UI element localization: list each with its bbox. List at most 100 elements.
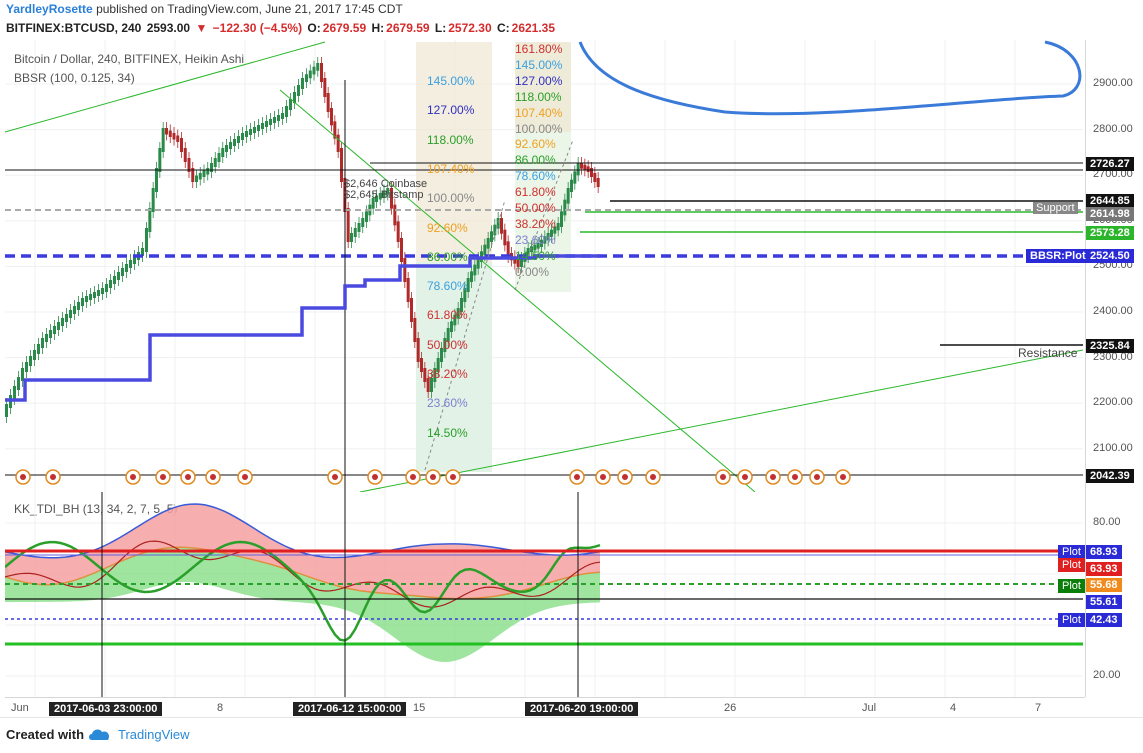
open-label: O: [307,21,321,35]
coinbase-note: $2,646 Coinbase [344,178,428,190]
close-label: C: [496,21,510,35]
fib-level-label: 86.00% [515,153,556,168]
price-axis-tick: 2200.00 [1093,396,1133,409]
fib-level-label: 61.80% [427,308,468,323]
fib-level-label: 127.00% [427,103,475,118]
open-value: 2679.59 [322,21,367,35]
oscillator-rsi-line [5,540,601,642]
fib-level-label: 86.00% [427,249,468,264]
fib-level-label: 78.60% [427,279,468,294]
fib-level-label: 107.40% [427,161,475,176]
oscillator-axis-tick: 20.00 [1093,669,1121,681]
bbsr-step-line [5,254,600,402]
down-arrow-icon: ▼ [195,21,208,35]
price-tag-2614: 2614.98 [1086,207,1134,221]
fib-level-label: 38.20% [427,367,468,381]
time-label-7: 7 [1035,702,1042,714]
fib-zone-left-lower [416,262,492,472]
price-axis-tick: 2900.00 [1093,77,1133,89]
fib-level-label: 145.00% [427,74,475,88]
price-tag-2325: 2325.84 [1086,339,1134,353]
fib-level-label: 92.60% [427,220,468,235]
footer [0,717,1143,753]
osc-plot-label-2: Plot [1058,558,1085,572]
event-markers [15,469,851,485]
ascending-trendline[interactable] [359,349,1084,492]
fib-level-label: 61.80% [515,185,556,200]
osc-plot-label-3: Plot [1058,579,1085,593]
fib-level-label: 50.00% [515,201,556,215]
fib-level-label: 145.00% [515,57,563,72]
time-label-15: 15 [413,702,426,714]
fib-level-label: 100.00% [515,121,563,136]
osc-tag-4243: 42.43 [1086,613,1122,627]
symbol-line: BITFINEX:BTCUSD, 240 2593.00 ▼ −122.30 (… [6,21,557,35]
fib-level-label: 23.60% [515,232,556,247]
time-label-jul: Jul [862,702,877,714]
price-tag-2644: 2644.85 [1086,194,1134,208]
fib-level-label: 118.00% [427,132,474,147]
tradingview-link[interactable]: TradingView [118,727,190,742]
time-label-jun: Jun [11,702,29,714]
fib-level-label: 100.00% [427,191,475,206]
price-tag-2726: 2726.27 [1086,157,1134,171]
osc-plot-label-1: Plot [1058,545,1085,559]
osc-plot-label-4: Plot [1058,613,1085,627]
osc-tag-5561: 55.61 [1086,595,1122,609]
price-tag-2524: 2524.50 [1086,249,1134,263]
price-axis-tick: 2700.00 [1093,168,1133,181]
high-value: 2679.59 [386,21,430,35]
indicator-legend: BBSR (100, 0.125, 34) [14,71,135,85]
symbol-label: BITFINEX:BTCUSD, 240 [6,21,142,35]
fib-level-label: 14.50% [515,248,556,263]
time-axis[interactable]: Jun 2017-06-03 23:00:00 8 2017-06-12 15:… [5,697,1085,718]
time-label-8: 8 [217,702,224,714]
fib-level-label: 92.60% [515,137,556,152]
cloud-logo-icon [89,729,110,740]
price-chart[interactable] [5,40,1085,492]
price-tag-2573: 2573.28 [1086,226,1134,240]
price-axis-tick: 2100.00 [1093,441,1133,454]
author-link[interactable]: YardleyRosette [6,2,93,16]
chart-header [0,0,1143,40]
footer-created: Created with [6,727,85,742]
oscillator-blue-line [5,503,601,559]
time-marker-0620: 2017-06-20 19:00:00 [525,702,639,716]
fib-zone-right-upper [515,42,571,132]
fib-level-label: 127.00% [515,73,563,88]
price-tag-2042: 2042.39 [1086,469,1134,483]
oscillator-chart[interactable] [5,492,1085,697]
bbsr-plot-label: BBSR:Plot [1026,249,1090,263]
price-axis-tick: 2300.00 [1093,350,1133,363]
oscillator-axis-tick: 80.00 [1093,516,1121,528]
chart-title: Bitcoin / Dollar, 240, BITFINEX, Heikin … [14,52,245,66]
upper-trendline[interactable] [5,41,326,133]
oscillator-legend: KK_TDI_BH (13, 34, 2, 7, 5, 5) [14,502,178,516]
fib-level-label: 38.20% [515,216,556,231]
resistance-label[interactable]: Resistance [1018,346,1078,360]
fib-level-label: 23.60% [427,396,468,411]
fib-level-label: 0.00% [515,264,550,279]
osc-tag-6893: 68.93 [1086,545,1122,559]
price-grid [5,40,1083,492]
fib-level-label: 78.60% [515,169,556,184]
price-axis-tick: 2400.00 [1093,305,1133,317]
osc-tag-5568: 55.68 [1086,578,1122,592]
close-value: 2621.35 [511,21,556,35]
price-axis-tick: 2800.00 [1093,122,1133,135]
last-price: 2593.00 [146,21,191,35]
published-text: published on TradingView.com, June 21, 2… [96,2,403,16]
support-label[interactable]: Support [1033,202,1078,214]
bitstamp-note: $2,645 Bitstamp [344,189,424,201]
descending-trendline[interactable] [279,89,756,492]
fib-level-label: 107.40% [515,105,563,120]
low-label: L: [434,21,447,35]
projection-ellipse[interactable] [578,40,1082,116]
low-value: 2572.30 [448,21,492,35]
fib-base-line [424,199,506,471]
high-label: H: [371,21,385,35]
time-label-26: 26 [724,702,737,714]
fib-level-label: 118.00% [515,89,562,104]
fib-level-label: 14.50% [427,425,468,440]
fib-level-label: 161.80% [515,42,563,56]
